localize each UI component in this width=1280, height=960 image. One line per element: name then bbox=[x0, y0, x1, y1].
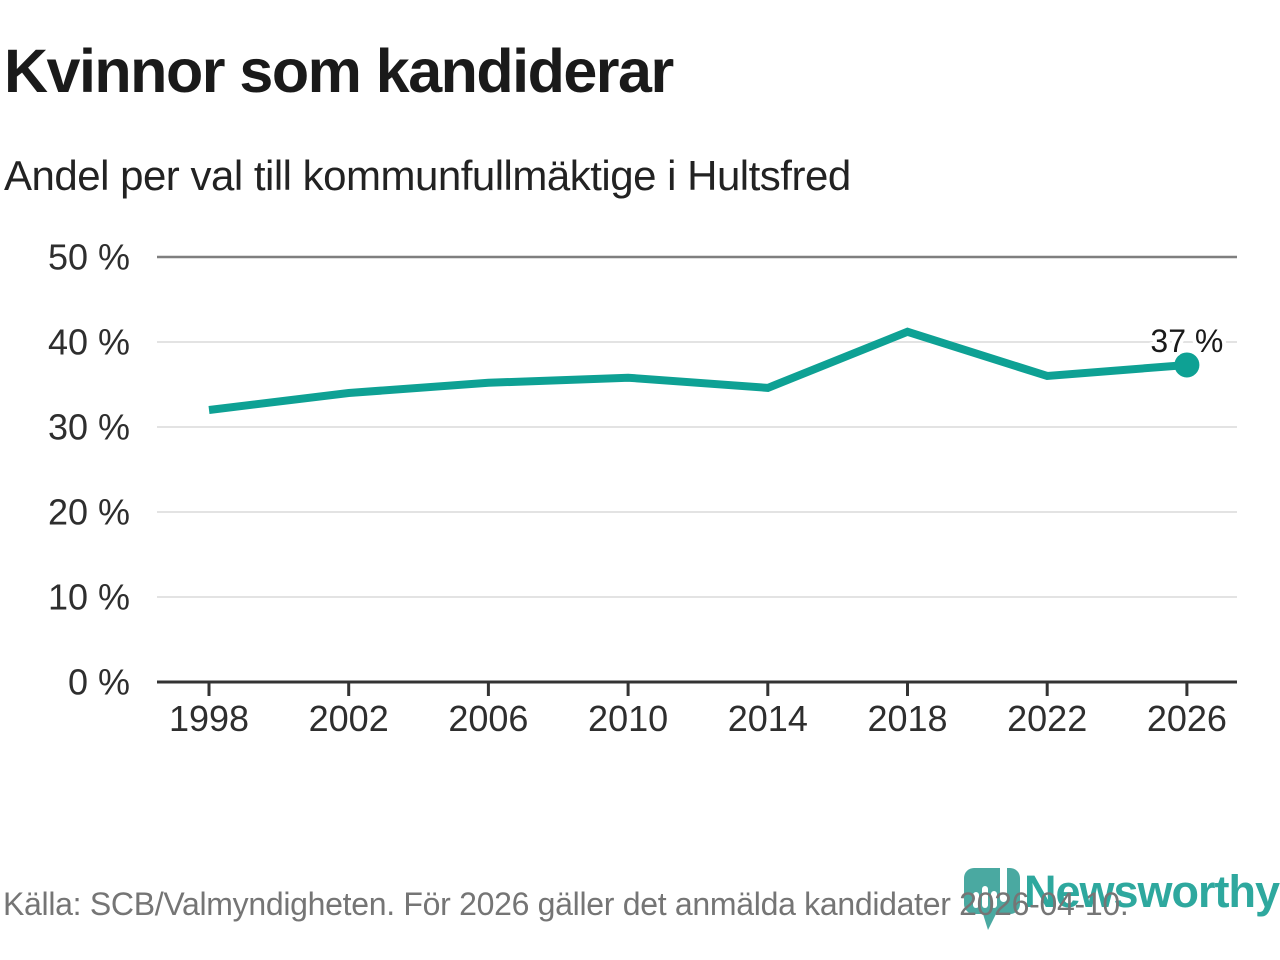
page-subtitle: Andel per val till kommunfullmäktige i H… bbox=[4, 152, 851, 199]
trend-line bbox=[208, 327, 1188, 414]
y-tick-label: 10 % bbox=[48, 577, 130, 618]
y-tick-label: 20 % bbox=[48, 492, 130, 533]
x-tick-label: 2014 bbox=[728, 698, 808, 739]
newsworthy-logo: Newsworthy bbox=[960, 858, 1280, 936]
brand-name: Newsworthy bbox=[1024, 866, 1280, 917]
x-tick-label: 2022 bbox=[1007, 698, 1087, 739]
end-point-dot bbox=[1174, 352, 1200, 378]
y-tick-label: 30 % bbox=[48, 407, 130, 448]
y-tick-label: 0 % bbox=[68, 662, 130, 703]
x-tick-label: 2010 bbox=[588, 698, 668, 739]
x-tick-label: 1998 bbox=[169, 698, 249, 739]
logo-bar-3 bbox=[991, 891, 997, 908]
logo-bar-1 bbox=[973, 892, 979, 908]
x-tick-label: 2026 bbox=[1147, 698, 1227, 739]
y-tick-label: 40 % bbox=[48, 322, 130, 363]
x-tick-label: 2002 bbox=[309, 698, 389, 739]
newsworthy-bubble-barchart-icon bbox=[964, 862, 1020, 930]
page-title: Kvinnor som kandiderar bbox=[4, 37, 674, 105]
y-tick-label: 50 % bbox=[48, 237, 130, 278]
x-tick-label: 2018 bbox=[867, 698, 947, 739]
logo-bar-4 bbox=[1000, 862, 1007, 902]
last-value-label: 37 % bbox=[1150, 323, 1223, 359]
logo-bar-2 bbox=[982, 886, 988, 908]
source-note: Källa: SCB/Valmyndigheten. För 2026 gäll… bbox=[3, 886, 1129, 922]
x-tick-label: 2006 bbox=[448, 698, 528, 739]
